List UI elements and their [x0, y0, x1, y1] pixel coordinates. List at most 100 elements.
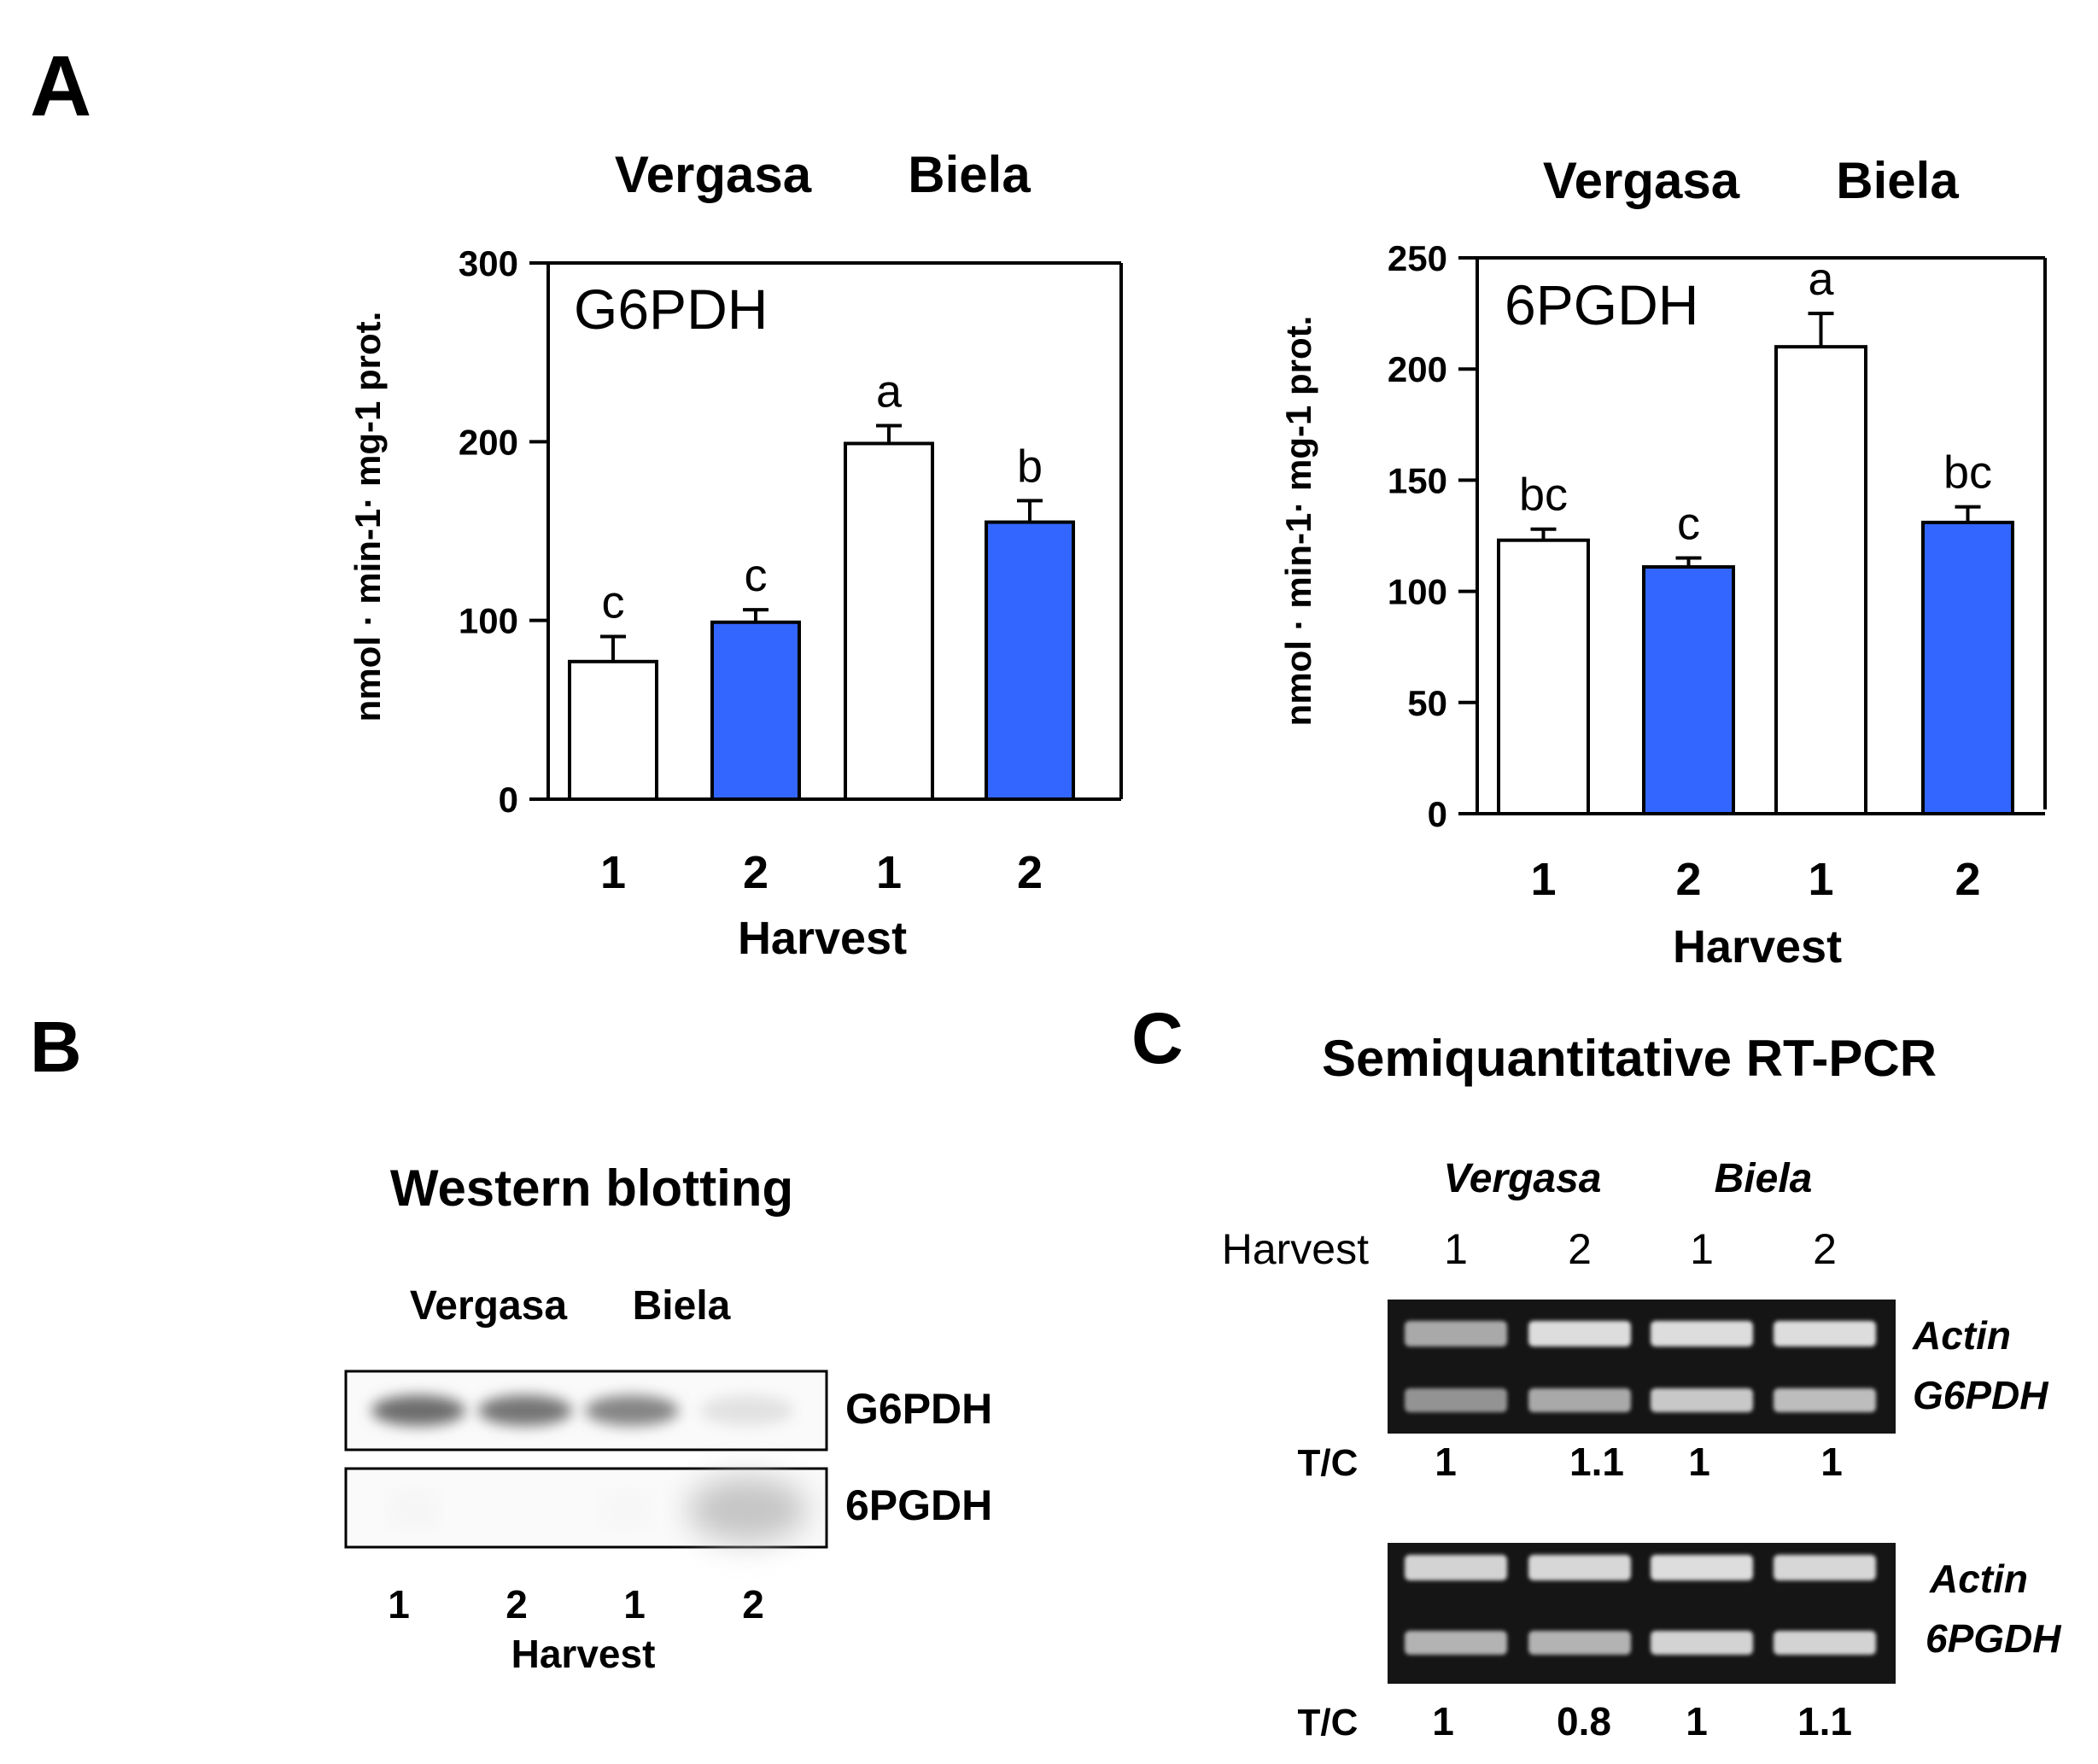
western-band-g6pdh [478, 1395, 572, 1426]
chart2-category-label: 2 [1955, 854, 1980, 905]
rtpcr-band-actin [1774, 1321, 1876, 1346]
chart1-bar [844, 441, 934, 802]
chart2-category-label: 1 [1530, 854, 1556, 905]
rtpcr-band-g6pdh [1774, 1388, 1876, 1412]
rtpcr-gel1-tc-value: 1 [1435, 1440, 1457, 1484]
rtpcr-gel2-label-target: 6PGDH [1926, 1616, 2061, 1661]
chart1-y-tick-label: 300 [459, 243, 518, 283]
chart2-significance-letter: bc [1943, 447, 1992, 499]
rtpcr-harvest-label: Harvest [1222, 1225, 1369, 1273]
western-group-label-biela: Biela [633, 1283, 731, 1329]
rtpcr-title: Semiquantitative RT-PCR [1322, 1030, 1937, 1087]
chart1-category-label: 1 [876, 847, 902, 898]
rtpcr-gel2-tc-value: 0.8 [1557, 1699, 1611, 1744]
rtpcr-gel2-tc-value: 1.1 [1797, 1699, 1852, 1744]
chart2-y-tick-label: 150 [1388, 460, 1447, 500]
chart1-bar [710, 620, 801, 802]
chart1-y-tick-label: 200 [459, 422, 518, 462]
chart-g6pdh: Vergasa Biela nmol · min-1· mg-1 prot. 0… [348, 146, 1123, 964]
chart2-category-label: 2 [1675, 854, 1701, 905]
rtpcr-band-actin [1405, 1321, 1507, 1346]
chart1-y-ticks: 0 100 200 300 [459, 243, 548, 820]
rtpcr-band-6pgdh [1405, 1631, 1507, 1655]
chart2-y-tick-label: 50 [1407, 683, 1447, 723]
western-band-g6pdh [371, 1395, 465, 1426]
chart1-xlabel: Harvest [738, 913, 907, 964]
rtpcr-gel2-label-actin: Actin [1929, 1557, 2028, 1601]
chart2-y-tick-label: 250 [1388, 238, 1447, 278]
chart2-y-tick-label: 0 [1428, 794, 1447, 834]
chart1-significance-letter: c [745, 550, 768, 601]
chart2-bar [1642, 564, 1735, 815]
chart1-category-label: 2 [743, 847, 768, 898]
chart2-bar [1497, 538, 1590, 815]
chart1-title: G6PDH [574, 277, 768, 341]
chart1-category-label: 2 [1017, 847, 1043, 898]
chart2-y-tick-label: 100 [1388, 572, 1447, 612]
chart1-bar [568, 659, 658, 802]
rtpcr-group-label-biela: Biela [1715, 1156, 1813, 1201]
rtpcr-gel1-tc-value: 1.1 [1569, 1440, 1624, 1484]
rtpcr-band-actin [1405, 1555, 1507, 1580]
chart2-bars: bc 1 c 2 a 1 bc 2 [1497, 254, 2014, 905]
chart1-significance-letter: c [602, 577, 625, 628]
chart2-xlabel: Harvest [1673, 921, 1842, 973]
chart2-y-tick-label: 200 [1388, 349, 1447, 389]
western-lane-label: 2 [742, 1582, 764, 1627]
western-xlabel: Harvest [511, 1632, 656, 1676]
chart2-group-label-biela: Biela [1836, 152, 1959, 209]
rtpcr-gel-g6pdh [1388, 1300, 1896, 1434]
rtpcr-band-6pgdh [1774, 1631, 1876, 1655]
panel-label-a: A [30, 38, 91, 134]
rtpcr-band-g6pdh [1651, 1388, 1753, 1412]
rtpcr-gel1-label-target: G6PDH [1913, 1373, 2048, 1417]
chart1-ylabel: nmol · min-1· mg-1 prot. [348, 312, 388, 722]
rtpcr-band-actin [1774, 1555, 1876, 1580]
rtpcr-lane-label: 2 [1813, 1225, 1837, 1273]
rtpcr-band-actin [1651, 1555, 1753, 1580]
western-lane-label: 1 [623, 1582, 646, 1627]
chart2-y-ticks: 0 50 100 150 200 250 [1388, 238, 1477, 834]
rtpcr-band-g6pdh [1528, 1388, 1631, 1412]
rtpcr-gel2-tc-value: 1 [1432, 1699, 1454, 1744]
chart1-y-tick-label: 100 [459, 601, 518, 641]
rtpcr-gel2-tc-label: T/C [1298, 1702, 1359, 1744]
chart2-significance-letter: a [1808, 254, 1834, 305]
rtpcr-lane-label: 1 [1690, 1225, 1714, 1273]
rtpcr-gel1-tc-label: T/C [1298, 1442, 1359, 1484]
rtpcr-band-actin [1651, 1321, 1753, 1346]
chart2-significance-letter: c [1677, 499, 1700, 550]
western-lane-label: 1 [388, 1582, 410, 1627]
rtpcr-gel1-tc-value: 1 [1820, 1440, 1843, 1484]
rtpcr-band-6pgdh [1651, 1631, 1753, 1655]
chart2-group-label-vergasa: Vergasa [1543, 152, 1740, 209]
western-blot-panel: Western blotting Vergasa Biela G6PDH 6PG… [344, 1159, 992, 1676]
rtpcr-lane-label: 1 [1444, 1225, 1468, 1273]
chart1-bars: c 1 c 2 a 1 b 2 [568, 365, 1075, 898]
western-title: Western blotting [390, 1159, 793, 1217]
chart2-bar [1774, 345, 1867, 816]
rtpcr-gel1-tc-value: 1 [1688, 1440, 1710, 1484]
rtpcr-tc-values: 1 1.1 1 1 1 0.8 1 1.1 [1432, 1440, 1852, 1744]
chart-6pgdh: Vergasa Biela nmol · min-1· mg-1 prot. 0… [1278, 152, 2047, 973]
rtpcr-group-label-vergasa: Vergasa [1443, 1156, 1601, 1201]
rtpcr-band-actin [1528, 1321, 1631, 1346]
rtpcr-band-g6pdh [1405, 1388, 1507, 1412]
western-group-label-vergasa: Vergasa [410, 1283, 567, 1329]
chart2-ylabel: nmol · min-1· mg-1 prot. [1278, 316, 1318, 727]
western-row-label-g6pdh: G6PDH [845, 1385, 992, 1433]
panel-label-b: B [30, 1007, 82, 1087]
rtpcr-lane-label: 2 [1568, 1225, 1592, 1273]
rtpcr-band-6pgdh [1528, 1631, 1631, 1655]
rtpcr-bands [1405, 1321, 1876, 1655]
western-band-6pgdh [687, 1477, 807, 1542]
chart2-category-label: 1 [1808, 854, 1833, 905]
chart1-y-tick-label: 0 [499, 780, 518, 820]
chart2-bar [1921, 520, 2014, 815]
chart1-category-label: 1 [600, 847, 626, 898]
western-lane-label: 2 [506, 1582, 528, 1627]
chart2-significance-letter: bc [1519, 470, 1568, 521]
western-band-g6pdh [585, 1395, 679, 1426]
western-band-6pgdh [393, 1499, 435, 1520]
rtpcr-gel2-tc-value: 1 [1686, 1699, 1708, 1744]
